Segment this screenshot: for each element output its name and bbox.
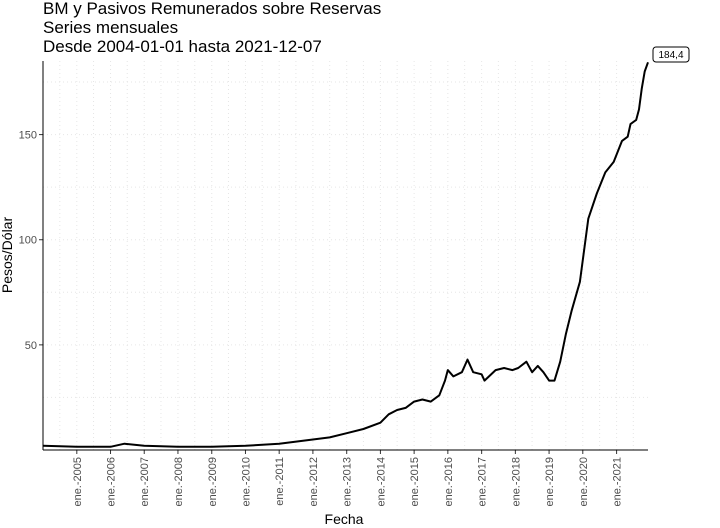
x-tick-label: ene.-2014 (375, 457, 387, 507)
x-tick-label: ene.-2010 (240, 457, 252, 507)
x-tick-label: ene.-2019 (544, 457, 556, 507)
x-tick-label: ene.-2009 (207, 457, 219, 507)
axes (39, 61, 648, 454)
y-tick-label: 100 (19, 235, 37, 247)
x-tick-label: ene.-2007 (139, 457, 151, 507)
end-value-label: 184,4 (652, 46, 690, 63)
x-tick-label: ene.-2006 (106, 457, 118, 507)
x-tick-label: ene.-2017 (477, 457, 489, 507)
tick-labels: ene.-2005 ene.-2006 ene.-2007 ene.-2008 ene.… (19, 130, 624, 507)
end-value-label-box (652, 46, 690, 63)
grid-lines (43, 61, 648, 450)
end-value-label-text: 184,4 (658, 50, 683, 61)
y-axis-title: Pesos/Dólar (0, 217, 15, 294)
chart-title-line-2: Series mensuales (43, 18, 178, 37)
x-tick-label: ene.-2011 (274, 457, 286, 506)
x-axis-title: Fecha (325, 511, 364, 527)
chart-title-line-1: BM y Pasivos Remunerados sobre Reservas (43, 0, 381, 18)
x-tick-label: ene.-2018 (510, 457, 522, 507)
x-tick-label: ene.-2016 (443, 457, 455, 507)
x-tick-label: ene.-2005 (72, 457, 84, 507)
x-tick-label: ene.-2008 (173, 457, 185, 507)
series-line (42, 61, 649, 448)
y-tick-label: 50 (25, 340, 37, 352)
chart-title-line-3: Desde 2004-01-01 hasta 2021-12-07 (43, 37, 322, 56)
x-tick-label: ene.-2020 (578, 457, 590, 507)
x-tick-label: ene.-2012 (308, 457, 320, 507)
y-tick-label: 150 (19, 130, 37, 142)
x-tick-label: ene.-2021 (612, 457, 624, 507)
x-tick-label: ene.-2015 (409, 457, 421, 507)
x-tick-label: ene.-2013 (342, 457, 354, 507)
